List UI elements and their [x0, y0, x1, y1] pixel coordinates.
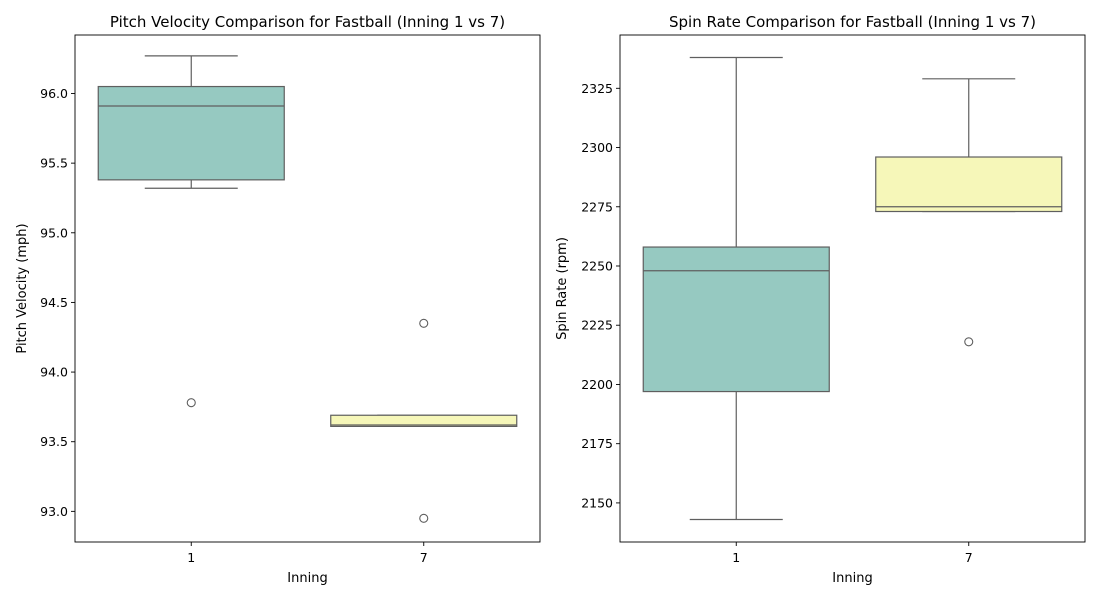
velocity-box-inning-7 — [330, 318, 518, 523]
velocity-x-tick-label: 1 — [187, 550, 195, 565]
outlier-point — [964, 337, 974, 347]
spin-y-axis-label: Spin Rate (rpm) — [555, 237, 570, 340]
velocity-y-tick-label: 96.0 — [40, 86, 68, 101]
spin-y-tick-label: 2150 — [581, 495, 613, 510]
spin-box-inning-7 — [875, 78, 1063, 347]
spin-y-tick-label: 2250 — [581, 258, 613, 273]
box-iqr — [875, 156, 1063, 213]
spin-chart: Spin Rate Comparison for Fastball (Innin… — [555, 13, 1086, 586]
velocity-chart-title: Pitch Velocity Comparison for Fastball (… — [110, 13, 505, 31]
velocity-y-tick-label: 94.0 — [40, 365, 68, 380]
spin-y-tick-label: 2325 — [581, 81, 613, 96]
outlier-point — [419, 513, 429, 523]
velocity-y-tick-label: 93.0 — [40, 504, 68, 519]
spin-x-axis-label: Inning — [832, 571, 872, 586]
spin-y-tick-label: 2300 — [581, 140, 613, 155]
velocity-x-tick-label: 7 — [420, 550, 428, 565]
spin-boxes — [642, 56, 1063, 521]
velocity-y-tick-label: 95.5 — [40, 156, 68, 171]
box-iqr — [330, 414, 518, 427]
spin-x-tick-label: 7 — [965, 550, 973, 565]
spin-plot-frame — [619, 34, 1086, 543]
velocity-y-tick-label: 94.5 — [40, 295, 68, 310]
velocity-y-tick-label: 93.5 — [40, 434, 68, 449]
box-iqr — [642, 246, 830, 393]
spin-y-tick-label: 2225 — [581, 318, 613, 333]
spin-y-tick-label: 2175 — [581, 436, 613, 451]
velocity-y-tick-label: 95.0 — [40, 225, 68, 240]
box-iqr — [97, 85, 285, 181]
spin-y-ticks: 2150 2175 2200 2225 2250 2275 2300 2325 — [581, 81, 620, 510]
velocity-x-axis-label: Inning — [287, 571, 327, 586]
velocity-boxes — [97, 55, 518, 523]
velocity-chart: Pitch Velocity Comparison for Fastball (… — [15, 13, 541, 586]
spin-y-tick-label: 2275 — [581, 199, 613, 214]
velocity-box-inning-1 — [97, 55, 285, 408]
spin-x-tick-label: 1 — [732, 550, 740, 565]
spin-y-tick-label: 2200 — [581, 377, 613, 392]
outlier-point — [419, 318, 429, 328]
spin-chart-title: Spin Rate Comparison for Fastball (Innin… — [669, 13, 1036, 31]
velocity-y-ticks: 93.0 93.5 94.0 94.5 95.0 95.5 96.0 — [40, 86, 75, 519]
velocity-plot-frame — [74, 34, 541, 543]
spin-box-inning-1 — [642, 56, 830, 521]
velocity-y-axis-label: Pitch Velocity (mph) — [15, 223, 30, 353]
outlier-point — [186, 398, 196, 408]
